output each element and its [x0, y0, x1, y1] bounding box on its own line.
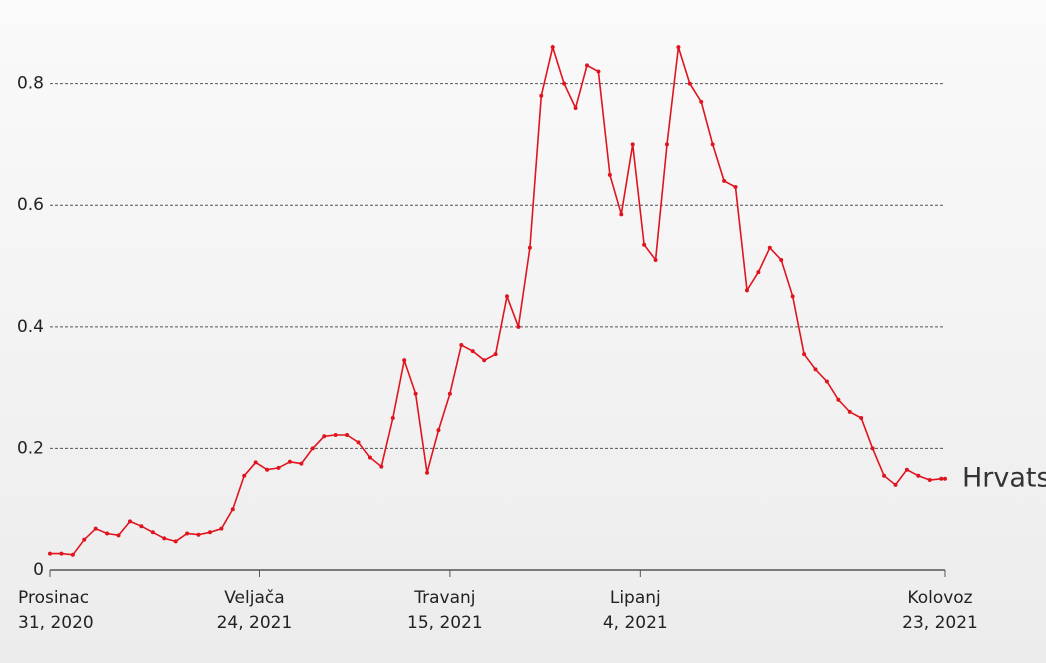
data-point	[253, 460, 258, 465]
series-label: Hrvats	[962, 462, 1046, 493]
data-point	[676, 45, 681, 50]
data-point	[699, 99, 704, 104]
data-point	[802, 352, 807, 357]
data-point	[162, 536, 167, 541]
data-point	[356, 440, 361, 445]
data-point	[219, 526, 224, 531]
x-tick-label: Veljača	[224, 588, 284, 608]
data-point	[173, 539, 178, 544]
data-point	[470, 349, 475, 354]
data-point	[150, 530, 155, 535]
data-point	[207, 530, 212, 535]
data-point	[93, 526, 98, 531]
x-tick-label: 4, 2021	[603, 613, 668, 633]
data-point	[630, 142, 635, 147]
data-point	[276, 465, 281, 470]
data-point	[687, 81, 692, 86]
data-point	[70, 552, 75, 557]
data-point	[790, 294, 795, 299]
data-point	[813, 367, 818, 372]
x-tick-label: Kolovoz	[907, 588, 972, 608]
data-point	[870, 446, 875, 451]
y-tick-label: 0	[33, 560, 44, 580]
data-point	[185, 531, 190, 536]
data-point	[642, 242, 647, 247]
data-point	[447, 391, 452, 396]
data-point	[733, 184, 738, 189]
data-point	[550, 45, 555, 50]
data-point	[756, 270, 761, 275]
data-point	[105, 531, 110, 536]
data-point	[744, 288, 749, 293]
data-point	[127, 519, 132, 524]
data-point	[779, 257, 784, 262]
data-point	[436, 428, 441, 433]
data-point	[59, 551, 64, 556]
data-point	[390, 416, 395, 421]
data-point	[413, 391, 418, 396]
data-point	[859, 416, 864, 421]
data-point	[927, 478, 932, 483]
y-tick-label: 0.8	[17, 74, 44, 94]
y-tick-label: 0.4	[17, 317, 44, 337]
data-point	[230, 507, 235, 512]
data-point	[847, 409, 852, 414]
data-point	[345, 433, 350, 438]
data-point	[299, 461, 304, 466]
data-point	[596, 69, 601, 74]
y-tick-label: 0.2	[17, 438, 44, 458]
data-point	[562, 81, 567, 86]
x-tick-label: Lipanj	[610, 588, 661, 608]
y-tick-label: 0.6	[17, 195, 44, 215]
x-tick-label: Travanj	[413, 588, 475, 608]
data-point	[48, 551, 52, 556]
data-point	[664, 142, 669, 147]
data-point	[482, 358, 487, 363]
data-point	[653, 257, 658, 262]
data-point	[367, 455, 372, 460]
x-tick-label: 31, 2020	[18, 613, 94, 633]
data-point	[459, 343, 464, 348]
data-point	[379, 464, 384, 469]
data-point	[573, 105, 578, 110]
data-point	[527, 245, 532, 250]
data-point	[322, 434, 327, 439]
data-point	[287, 459, 292, 464]
x-tick-label: 23, 2021	[902, 613, 978, 633]
data-point	[585, 63, 589, 68]
data-point	[139, 524, 144, 529]
data-point	[539, 93, 544, 98]
data-point	[505, 294, 510, 299]
data-point	[893, 482, 898, 487]
data-point	[310, 446, 315, 451]
data-point	[916, 473, 921, 478]
x-tick-label: Prosinac	[18, 588, 89, 608]
x-tick-label: 24, 2021	[217, 613, 293, 633]
data-point	[82, 537, 87, 542]
x-tick-label: 15, 2021	[407, 613, 483, 633]
data-point	[402, 358, 407, 363]
data-point	[722, 178, 727, 183]
data-point	[265, 467, 270, 472]
data-point	[425, 470, 430, 475]
data-point	[619, 212, 624, 217]
data-point	[333, 433, 338, 438]
data-point	[196, 532, 201, 537]
data-point	[242, 473, 247, 478]
data-point	[943, 476, 947, 481]
data-point	[904, 467, 909, 472]
data-point	[116, 533, 121, 538]
data-point	[939, 476, 944, 481]
data-point	[836, 397, 841, 402]
data-point	[710, 142, 715, 147]
data-point	[882, 473, 887, 478]
data-point	[824, 379, 829, 384]
data-point	[767, 245, 772, 250]
data-point	[607, 172, 612, 177]
data-point	[516, 324, 521, 329]
data-point	[493, 352, 498, 357]
